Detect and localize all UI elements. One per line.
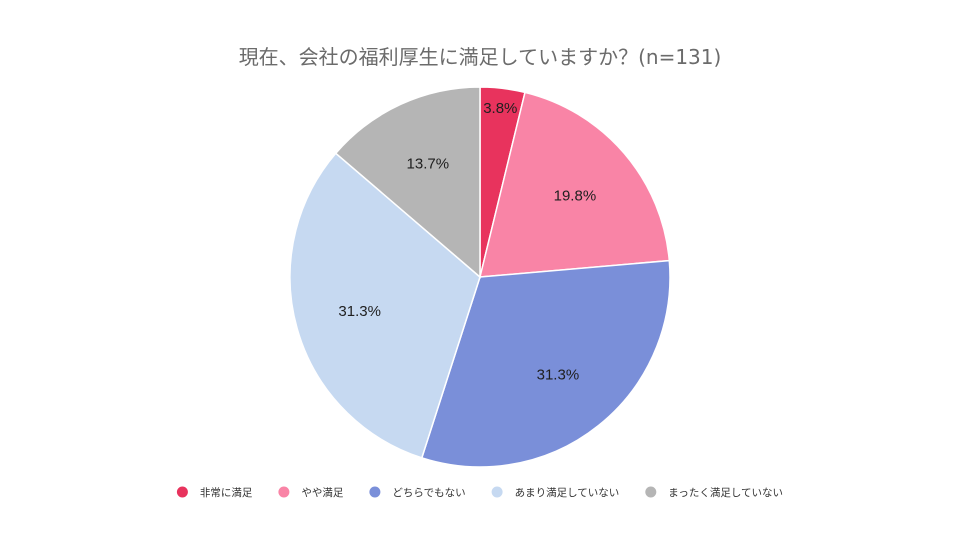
slice-label-2: 19.8% bbox=[554, 188, 597, 205]
legend-marker-3 bbox=[369, 486, 381, 498]
legend: 非常に満足 やや満足 どちらでもない あまり満足していない まったく満足していない bbox=[176, 486, 783, 499]
legend-label-4: あまり満足していない bbox=[515, 487, 620, 499]
slice-label-4: 31.3% bbox=[338, 303, 381, 320]
pie-slice-3 bbox=[420, 259, 671, 468]
legend-marker-1 bbox=[176, 486, 188, 498]
slice-label-5: 13.7% bbox=[407, 155, 450, 172]
slice-label-3: 31.3% bbox=[537, 367, 580, 384]
slice-label-1: 3.8% bbox=[483, 100, 517, 117]
pie-slice-2 bbox=[479, 91, 671, 278]
pie-slice-labels: 3.8% 19.8% 31.3% 31.3% 13.7% bbox=[338, 100, 596, 384]
legend-label-1: 非常に満足 bbox=[200, 486, 253, 499]
legend-label-2: やや満足 bbox=[301, 487, 343, 499]
legend-label-5: まったく満足していない bbox=[668, 487, 783, 499]
pie-slice-5 bbox=[334, 86, 481, 279]
pie-slices bbox=[289, 86, 671, 468]
legend-marker-5 bbox=[645, 486, 657, 498]
pie-slice-4 bbox=[289, 152, 481, 459]
legend-marker-4 bbox=[491, 486, 503, 498]
legend-marker-2 bbox=[278, 486, 290, 498]
legend-label-3: どちらでもない bbox=[392, 487, 465, 499]
chart-title: 現在、会社の福利厚生に満足していますか？(n=131) bbox=[239, 45, 722, 69]
